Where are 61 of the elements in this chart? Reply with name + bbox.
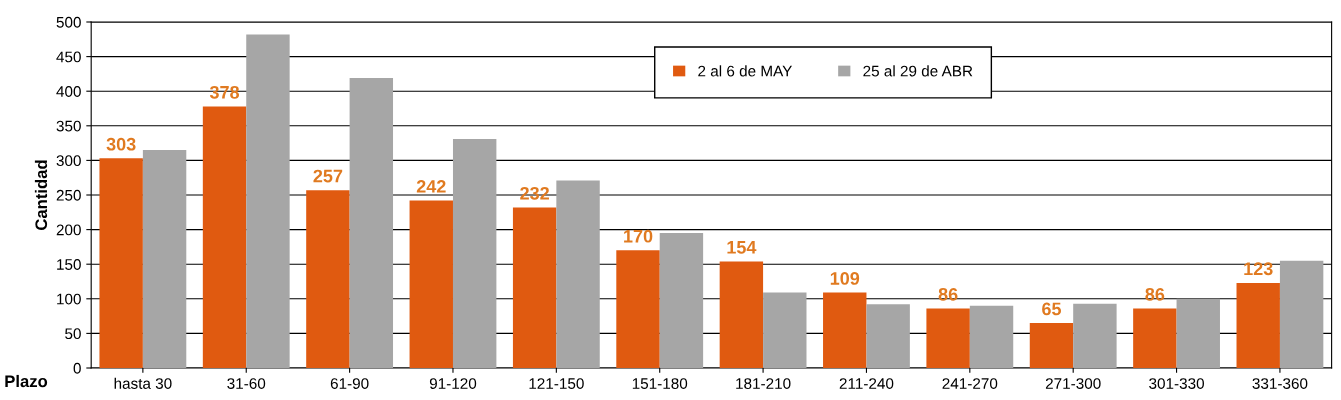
data-label: 86 — [938, 287, 958, 301]
y-tick-label: 350 — [56, 120, 81, 132]
data-label: 242 — [416, 180, 446, 193]
bar — [1133, 308, 1177, 368]
bar — [409, 200, 453, 368]
bar — [969, 305, 1014, 368]
bar — [349, 78, 394, 368]
x-tick-label: 271-300 — [1045, 378, 1101, 389]
bar — [659, 233, 704, 368]
x-tick-label: 61-90 — [330, 378, 369, 389]
x-tick-label: 331-360 — [1252, 378, 1308, 389]
data-label: 65 — [1042, 302, 1062, 316]
y-tick-label: 300 — [56, 155, 81, 167]
y-tick-label: 0 — [73, 362, 81, 374]
bar — [719, 261, 764, 368]
bar — [246, 34, 290, 368]
legend-label: 25 al 29 de ABR — [863, 65, 973, 77]
bar — [1029, 323, 1074, 368]
y-tick-label: 400 — [56, 86, 81, 97]
bar — [512, 207, 557, 368]
x-tick-label: 31-60 — [227, 378, 266, 389]
data-label: 86 — [1145, 287, 1165, 301]
y-tick-label: 500 — [56, 16, 81, 28]
data-label: 154 — [727, 241, 757, 254]
x-tick-label: 91-120 — [429, 378, 477, 389]
data-label: 257 — [313, 169, 343, 183]
bar — [866, 304, 910, 368]
y-tick-label: 250 — [56, 189, 81, 201]
y-tick-label: 50 — [65, 328, 81, 340]
y-tick-label: 200 — [56, 224, 81, 236]
y-tick-label: 450 — [56, 51, 81, 63]
x-tick-label: 121-150 — [529, 378, 584, 389]
bar — [452, 138, 497, 368]
bar — [1236, 282, 1280, 368]
bar — [1279, 260, 1324, 368]
bar — [926, 308, 970, 368]
bar — [1073, 303, 1117, 368]
bar — [142, 150, 187, 368]
bar — [202, 106, 247, 368]
bar — [99, 158, 143, 368]
y-tick-label: 150 — [57, 259, 81, 270]
x-axis-title: Plazo — [5, 374, 48, 388]
bar — [763, 292, 807, 368]
bar — [306, 190, 350, 368]
x-tick-label: 181-210 — [736, 378, 791, 389]
data-label: 109 — [830, 272, 860, 285]
x-tick-label: 301-330 — [1149, 378, 1204, 389]
legend-label: 2 al 6 de MAY — [698, 65, 792, 77]
bar — [616, 250, 660, 368]
data-label: 303 — [106, 137, 136, 151]
bar — [823, 292, 867, 368]
x-tick-label: 241-270 — [942, 378, 998, 389]
x-tick-label: 211-240 — [839, 378, 894, 389]
x-tick-label: 151-180 — [632, 378, 688, 389]
data-label: 123 — [1244, 262, 1273, 276]
y-tick-label: 100 — [57, 293, 81, 305]
bar — [1176, 298, 1220, 368]
y-axis-title: Cantidad — [34, 160, 48, 230]
x-tick-label: hasta 30 — [114, 377, 172, 389]
data-label: 170 — [624, 229, 653, 243]
bar — [556, 180, 600, 368]
